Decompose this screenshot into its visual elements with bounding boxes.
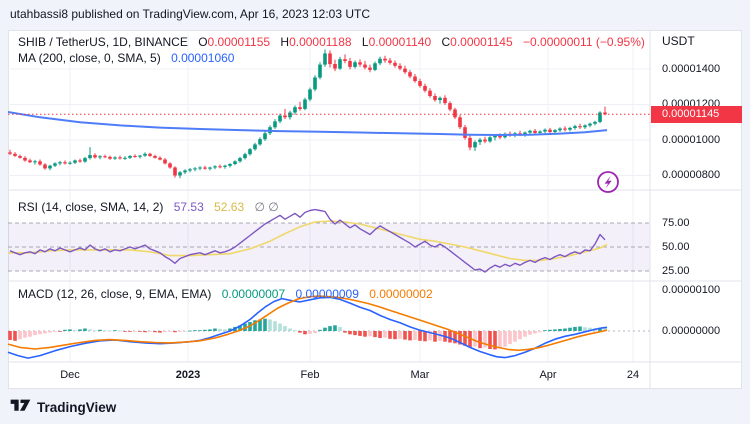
rsi-legend[interactable]: RSI (14, close, SMA, 14, 2) 57.53 52.63 … (18, 200, 279, 214)
high-label: H (280, 35, 290, 49)
tradingview-logo-icon (10, 399, 31, 411)
rsi-ma-value: 52.63 (214, 200, 245, 214)
time-tick-label: 24 (626, 369, 640, 381)
last-price-badge: 0.00001145 (651, 105, 742, 123)
time-tick-label: Dec (60, 369, 80, 381)
rsi-tick-label: 75.00 (662, 216, 690, 229)
low-value: 0.00001140 (368, 35, 432, 49)
ma-title: MA (200, close, 0, SMA, 5) (18, 51, 161, 65)
macd-line-value: 0.00000009 (295, 287, 359, 301)
macd-title: MACD (12, 26, close, 9, EMA, EMA) (18, 287, 212, 301)
change-value: −0.00000011 (−0.95%) (523, 35, 645, 49)
price-tick-label: 0.00001000 (662, 133, 721, 146)
ma-legend[interactable]: MA (200, close, 0, SMA, 5) 0.00001060 (18, 51, 234, 65)
low-label: L (361, 35, 369, 49)
rsi-tick-label: 50.00 (662, 240, 690, 253)
symbol-title: SHIB / TetherUS, 1D, BINANCE (18, 35, 188, 49)
macd-legend[interactable]: MACD (12, 26, close, 9, EMA, EMA) 0.0000… (18, 287, 433, 301)
publisher-line: utahbassi8 published on TradingView.com,… (10, 7, 371, 21)
macd-tick-label: 0.00000000 (662, 324, 721, 337)
macd-hist-value: 0.00000007 (221, 287, 286, 301)
macd-signal-value: 0.00000002 (369, 287, 433, 301)
open-value: 0.00001155 (207, 35, 271, 49)
time-tick-label: Feb (300, 369, 320, 381)
price-tick-label: 0.00001400 (662, 62, 721, 75)
time-tick-label: Apr (539, 369, 557, 381)
open-label: O (198, 35, 208, 49)
rsi-empty-set-icons: ∅ ∅ (254, 200, 279, 214)
close-value: 0.00001145 (450, 35, 513, 49)
rsi-title: RSI (14, close, SMA, 14, 2) (18, 200, 164, 214)
time-tick-label: Mar (410, 369, 430, 381)
tradingview-logo[interactable]: TradingView (10, 399, 116, 415)
close-label: C (441, 35, 451, 49)
time-tick-label: 2023 (175, 369, 201, 381)
rsi-tick-label: 25.00 (662, 264, 690, 277)
symbol-legend[interactable]: SHIB / TetherUS, 1D, BINANCE O0.00001155… (18, 35, 645, 49)
price-tick-label: 0.00000800 (662, 169, 721, 181)
high-value: 0.00001188 (289, 35, 352, 49)
ma-value: 0.00001060 (171, 51, 235, 65)
rsi-value: 57.53 (173, 200, 204, 214)
currency-label: USDT (662, 34, 695, 48)
macd-tick-label: 0.00000100 (662, 283, 721, 296)
tradingview-logo-text: TradingView (37, 399, 117, 415)
